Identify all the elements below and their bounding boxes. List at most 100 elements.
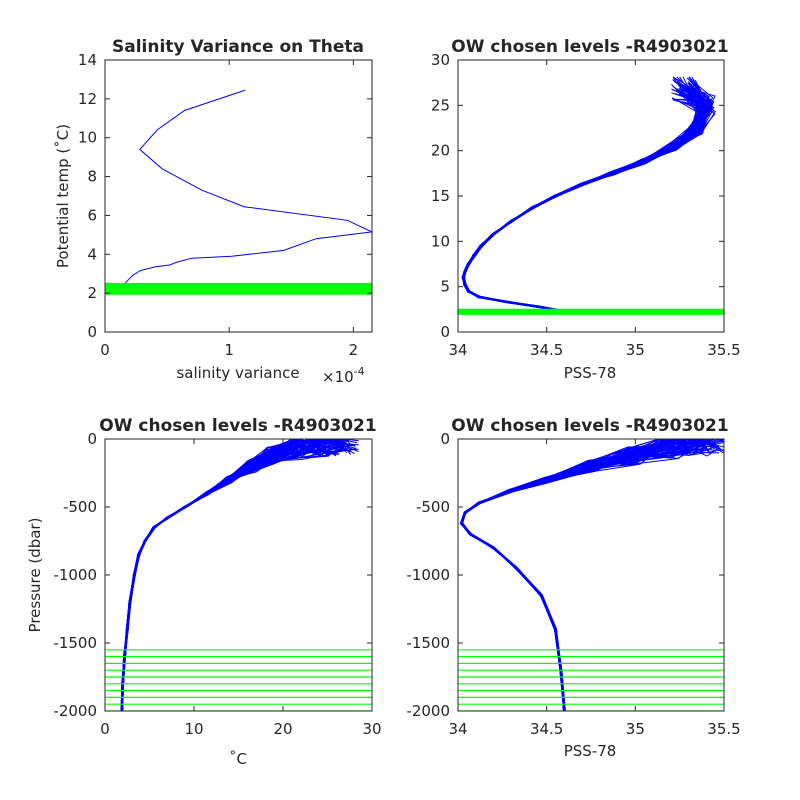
profile-line [461, 95, 702, 312]
profile-line [461, 447, 715, 711]
profile-line [120, 439, 333, 711]
profile-line [463, 78, 705, 311]
profile-line [460, 439, 712, 711]
profile-line [463, 79, 700, 311]
profile-line [122, 439, 329, 711]
profile-line [463, 76, 705, 311]
profile-line [462, 95, 713, 311]
panel-pressure-salinity: OW chosen levels -R4903021 34 34.5 35 35.5 -… [406, 416, 740, 760]
profile-line [121, 439, 311, 711]
profile-line [462, 80, 702, 311]
panel3-plot-area [104, 438, 373, 712]
x-tick-label: 35 [626, 720, 645, 738]
panel2-xlabel: PSS-78 [564, 364, 617, 382]
profile-line [463, 77, 712, 312]
profile-line [463, 76, 712, 312]
profile-line [463, 79, 708, 312]
x-tick-label: 30 [362, 720, 381, 738]
profile-line [120, 439, 334, 711]
y-tick-label: 5 [440, 278, 450, 296]
y-tick-label: -1000 [406, 566, 450, 584]
profile-line [463, 76, 704, 312]
panel4-plot-area [457, 438, 725, 712]
x-tick-label: 2 [349, 341, 359, 359]
panel3-series [105, 439, 372, 711]
y-tick-label: -500 [416, 498, 450, 516]
profile-line [462, 100, 713, 312]
profile-line [461, 445, 720, 711]
profile-line [120, 443, 353, 711]
profile-line [122, 439, 342, 711]
profile-line [461, 90, 704, 311]
profile-line [461, 439, 703, 711]
y-tick-label: 0 [87, 323, 97, 341]
profile-line [462, 81, 714, 312]
panel1-series [105, 89, 372, 295]
profile-line [461, 99, 708, 312]
y-tick-label: -2000 [406, 702, 450, 720]
x-tick-label: 0 [100, 720, 110, 738]
profile-line [461, 92, 703, 312]
axes-frame [104, 59, 373, 333]
profile-line [463, 98, 698, 311]
x-tick-label: 35.5 [707, 341, 740, 359]
profile-line [121, 439, 315, 711]
profile-line [120, 439, 336, 711]
profile-line [463, 84, 700, 311]
y-tick-label: 0 [87, 430, 97, 448]
y-tick-label: 25 [431, 96, 450, 114]
profile-line [462, 99, 712, 311]
profile-line [462, 76, 706, 312]
x-tick-label: 34.5 [530, 720, 563, 738]
profile-line [120, 439, 338, 711]
profile-line [461, 442, 724, 711]
profile-line [121, 439, 327, 711]
profile-line [463, 94, 717, 311]
profile-line [461, 439, 704, 711]
y-tick-label: 12 [78, 90, 97, 108]
profile-line [461, 98, 710, 312]
profile-line [121, 439, 311, 711]
profile-line [463, 88, 713, 311]
panel-salinity-variance: Salinity Variance on Theta 0 1 20246810121… [54, 37, 373, 386]
panel1-ylabel: Potential temp (˚C) [54, 124, 72, 268]
profile-line [461, 88, 700, 312]
profile-line [460, 439, 719, 711]
y-tick-label: -1500 [406, 634, 450, 652]
profile-line [121, 448, 359, 711]
profile-line [461, 87, 705, 312]
profile-line [461, 439, 679, 711]
profile-line [120, 448, 340, 711]
profile-line [461, 439, 720, 711]
profile-line [463, 98, 706, 311]
y-tick-label: 6 [87, 206, 97, 224]
profile-line [463, 89, 713, 311]
profile-line [121, 439, 335, 711]
y-tick-label: 10 [78, 129, 97, 147]
profile-line [462, 99, 711, 311]
panel4-xlabel: PSS-78 [564, 742, 617, 760]
panel2-plot-area [457, 59, 725, 333]
profile-line [122, 439, 340, 711]
x-tick-label: 20 [273, 720, 292, 738]
y-tick-label: 10 [431, 232, 450, 250]
y-tick-label: -500 [63, 498, 97, 516]
profile-line [460, 440, 724, 711]
profile-line [121, 439, 338, 711]
profile-line [460, 439, 724, 711]
panel1-title: Salinity Variance on Theta [112, 37, 364, 57]
profile-line [462, 87, 700, 312]
profile-line [463, 99, 701, 311]
profile-line [460, 439, 708, 711]
profile-line [462, 76, 701, 311]
panel4-ticks: 34 34.5 35 35.5 -2000 -1500 -1000 -500 0 [406, 430, 740, 738]
profile-line [462, 83, 708, 311]
profile-line [460, 439, 710, 711]
profile-line [461, 439, 668, 711]
profile-line [462, 87, 701, 312]
x-tick-label: 10 [184, 720, 203, 738]
profile-line [461, 439, 724, 711]
y-tick-label: -2000 [53, 702, 97, 720]
profile-line [462, 99, 701, 312]
